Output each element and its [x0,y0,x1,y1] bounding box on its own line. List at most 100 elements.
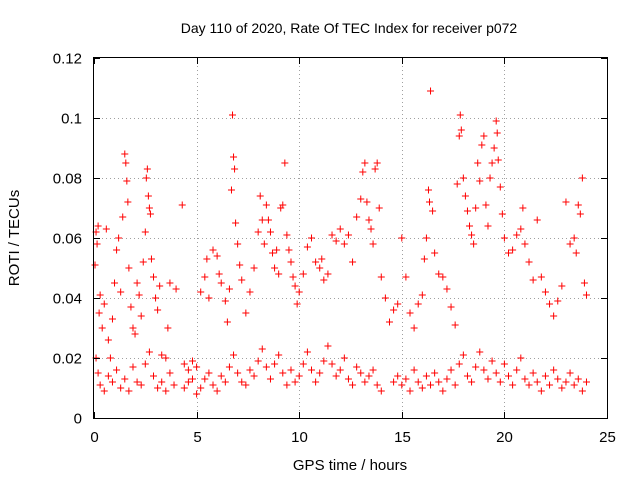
data-point [365,372,373,380]
data-point [369,366,377,374]
data-point [476,177,484,185]
data-point [558,282,566,290]
data-point [178,201,186,209]
data-point [312,378,320,386]
data-point [509,246,517,254]
data-point [344,375,352,383]
data-point [472,204,480,212]
data-point [150,273,158,281]
data-point [468,378,476,386]
data-point [349,381,357,389]
data-point [123,177,131,185]
data-point [344,231,352,239]
data-point [562,378,570,386]
data-point [562,198,570,206]
data-point [203,255,211,263]
data-point [96,291,104,299]
data-point [264,216,272,224]
data-point [554,375,562,383]
data-point [336,225,344,233]
data-point [285,246,293,254]
data-point [480,132,488,140]
data-point [478,141,486,149]
data-point [476,348,484,356]
data-point [238,276,246,284]
data-point [122,159,130,167]
data-point [435,378,443,386]
axis-ticks [94,58,608,419]
data-point [357,369,365,377]
data-point [418,384,426,392]
data-point [505,249,513,257]
data-point [533,216,541,224]
data-point [256,192,264,200]
data-point [521,240,529,248]
data-point [250,264,258,272]
data-point [488,159,496,167]
data-point [172,285,180,293]
data-point [420,255,428,263]
data-point [271,360,279,368]
data-point [262,363,270,371]
data-point [426,198,434,206]
plot-frame [93,57,608,419]
x-tick-label: 0 [90,429,98,446]
data-point [269,249,277,257]
data-point [457,126,465,134]
data-point [293,300,301,308]
data-point [150,372,158,380]
data-point [496,183,504,191]
data-point [104,336,112,344]
data-point [295,288,303,296]
y-tick-label: 0 [74,411,82,428]
data-point [213,387,221,395]
data-point [332,372,340,380]
data-point [455,360,463,368]
data-point [232,219,240,227]
data-point [525,258,533,266]
data-point [529,276,537,284]
data-point [258,216,266,224]
data-point [318,255,326,263]
data-point [289,273,297,281]
data-point [373,159,381,167]
y-tick-label: 0.08 [53,171,82,188]
data-point [332,237,340,245]
data-point [316,264,324,272]
data-point [225,363,233,371]
data-point [390,378,398,386]
data-point [95,309,103,317]
data-point [275,351,283,359]
data-point [363,198,371,206]
data-point [258,345,266,353]
data-point [496,378,504,386]
data-point [180,360,188,368]
data-point [98,324,106,332]
data-point [517,354,525,362]
data-point [566,240,574,248]
data-point [459,351,467,359]
data-point [513,231,521,239]
data-point [582,378,590,386]
data-point [158,351,166,359]
data-point [402,273,410,281]
data-point [152,294,160,302]
data-point [480,366,488,374]
data-point [456,111,464,119]
data-point [361,378,369,386]
data-point [137,381,145,389]
data-point [414,300,422,308]
data-point [295,372,303,380]
data-point [124,198,132,206]
data-point [394,300,402,308]
data-point [291,378,299,386]
data-point [570,381,578,389]
data-point [299,270,307,278]
data-point [394,372,402,380]
data-point [170,381,178,389]
data-point [517,225,525,233]
data-point [229,111,237,119]
y-tick-label: 0.06 [53,231,82,248]
data-point [574,201,582,209]
data-point [129,324,137,332]
